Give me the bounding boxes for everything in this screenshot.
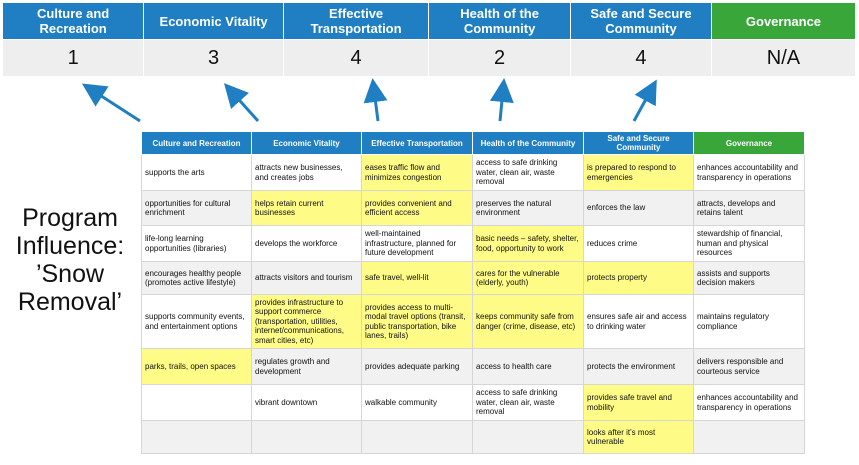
table-row: opportunities for cultural enrichment hel…	[141, 190, 805, 226]
matrix-header-economic: Economic Vitality	[251, 131, 362, 155]
matrix-cell: encourages healthy people (promotes acti…	[141, 261, 252, 295]
arrow-up-left-icon	[223, 83, 260, 123]
table-row: encourages healthy people (promotes acti…	[141, 261, 805, 295]
program-influence-label: Program Influence: ’Snow Removal’	[15, 204, 125, 316]
summary-value-transportation: 4	[283, 39, 430, 76]
matrix-cell: provides safe travel and mobility	[583, 384, 694, 421]
matrix-cell: regulates growth and development	[251, 348, 362, 385]
matrix-cell: reduces crime	[583, 225, 694, 262]
summary-table: Culture and Recreation Economic Vitality…	[3, 3, 857, 76]
matrix-cell: protects property	[583, 261, 694, 295]
summary-header-transportation: Effective Transportation	[283, 3, 430, 40]
summary-header-health: Health of the Community	[428, 3, 571, 40]
matrix-cell: preserves the natural environment	[472, 190, 584, 226]
arrow-up-right-icon	[632, 79, 657, 122]
matrix-cell	[251, 420, 362, 454]
matrix-cell: enforces the law	[583, 190, 694, 226]
summary-header-row: Culture and Recreation Economic Vitality…	[3, 3, 857, 40]
matrix-cell: enhances accountability and transparency…	[693, 384, 805, 421]
matrix-header-transportation: Effective Transportation	[361, 131, 473, 155]
table-row: looks after it's most vulnerable	[141, 420, 805, 454]
matrix-cell	[693, 420, 805, 454]
table-row: supports the arts attracts new businesses…	[141, 154, 805, 191]
matrix-header-culture: Culture and Recreation	[141, 131, 252, 155]
matrix-cell: attracts visitors and tourism	[251, 261, 362, 295]
matrix-cell: safe travel, well-lit	[361, 261, 473, 295]
matrix-cell: looks after it's most vulnerable	[583, 420, 694, 454]
matrix-cell: access to safe drinking water, clean air…	[472, 384, 584, 421]
matrix-cell: develops the workforce	[251, 225, 362, 262]
matrix-cell: eases traffic flow and minimizes congest…	[361, 154, 473, 191]
summary-value-safe: 4	[570, 39, 712, 76]
matrix-cell: cares for the vulnerable (elderly, youth…	[472, 261, 584, 295]
matrix-cell: attracts new businesses, and creates job…	[251, 154, 362, 191]
matrix-cell: maintains regulatory compliance	[693, 294, 805, 349]
matrix-cell	[361, 420, 473, 454]
matrix-cell: provides access to multi-modal travel op…	[361, 294, 473, 349]
summary-value-economic: 3	[143, 39, 284, 76]
matrix-cell: ensures safe air and access to drinking …	[583, 294, 694, 349]
table-row: life-long learning opportunities (librar…	[141, 225, 805, 262]
matrix-cell: enhances accountability and transparency…	[693, 154, 805, 191]
matrix-cell: access to safe drinking water, clean air…	[472, 154, 584, 191]
matrix-cell: provides adequate parking	[361, 348, 473, 385]
matrix-cell: provides infrastructure to support comme…	[251, 294, 362, 349]
arrows-layer	[81, 78, 657, 123]
matrix-cell: is prepared to respond to emergencies	[583, 154, 694, 191]
summary-value-governance: N/A	[711, 39, 857, 76]
matrix-cell	[141, 420, 252, 454]
matrix-header-safe: Safe and Secure Community	[583, 131, 694, 155]
matrix-cell: well-maintained infrastructure, planned …	[361, 225, 473, 262]
matrix-cell: parks, trails, open spaces	[141, 348, 252, 385]
summary-header-safe: Safe and Secure Community	[570, 3, 712, 40]
table-row: vibrant downtown walkable community access…	[141, 384, 805, 421]
matrix-cell: helps retain current businesses	[251, 190, 362, 226]
table-row: parks, trails, open spaces regulates grow…	[141, 348, 805, 385]
summary-value-health: 2	[428, 39, 571, 76]
matrix-cell: walkable community	[361, 384, 473, 421]
matrix-cell: assists and supports decision makers	[693, 261, 805, 295]
matrix-cell	[141, 384, 252, 421]
summary-header-economic: Economic Vitality	[143, 3, 284, 40]
arrow-up-icon	[363, 78, 388, 122]
matrix-cell: life-long learning opportunities (librar…	[141, 225, 252, 262]
summary-header-culture: Culture and Recreation	[3, 3, 145, 40]
matrix-cell: vibrant downtown	[251, 384, 362, 421]
matrix-cell: keeps community safe from danger (crime,…	[472, 294, 584, 349]
matrix-cell: supports community events, and entertain…	[141, 294, 252, 349]
matrix-header-governance: Governance	[693, 131, 805, 155]
matrix-cell: delivers responsible and courteous servi…	[693, 348, 805, 385]
detail-matrix: Culture and Recreation Economic Vitality…	[141, 131, 805, 454]
matrix-cell	[472, 420, 584, 454]
summary-value-culture: 1	[3, 39, 145, 76]
matrix-cell: supports the arts	[141, 154, 252, 191]
arrow-up-icon	[489, 78, 514, 122]
matrix-cell: attracts, develops and retains talent	[693, 190, 805, 226]
matrix-cell: stewardship of financial, human and phys…	[693, 225, 805, 262]
arrow-up-left-icon	[81, 83, 141, 123]
matrix-cell: protects the environment	[583, 348, 694, 385]
matrix-header-row: Culture and Recreation Economic Vitality…	[141, 131, 805, 155]
matrix-cell: opportunities for cultural enrichment	[141, 190, 252, 226]
summary-value-row: 1 3 4 2 4 N/A	[3, 39, 857, 76]
matrix-cell: basic needs – safety, shelter, food, opp…	[472, 225, 584, 262]
matrix-body: supports the arts attracts new businesses…	[141, 154, 805, 454]
table-row: supports community events, and entertain…	[141, 294, 805, 349]
summary-header-governance: Governance	[711, 3, 857, 40]
matrix-header-health: Health of the Community	[472, 131, 584, 155]
matrix-cell: provides convenient and efficient access	[361, 190, 473, 226]
matrix-cell: access to health care	[472, 348, 584, 385]
